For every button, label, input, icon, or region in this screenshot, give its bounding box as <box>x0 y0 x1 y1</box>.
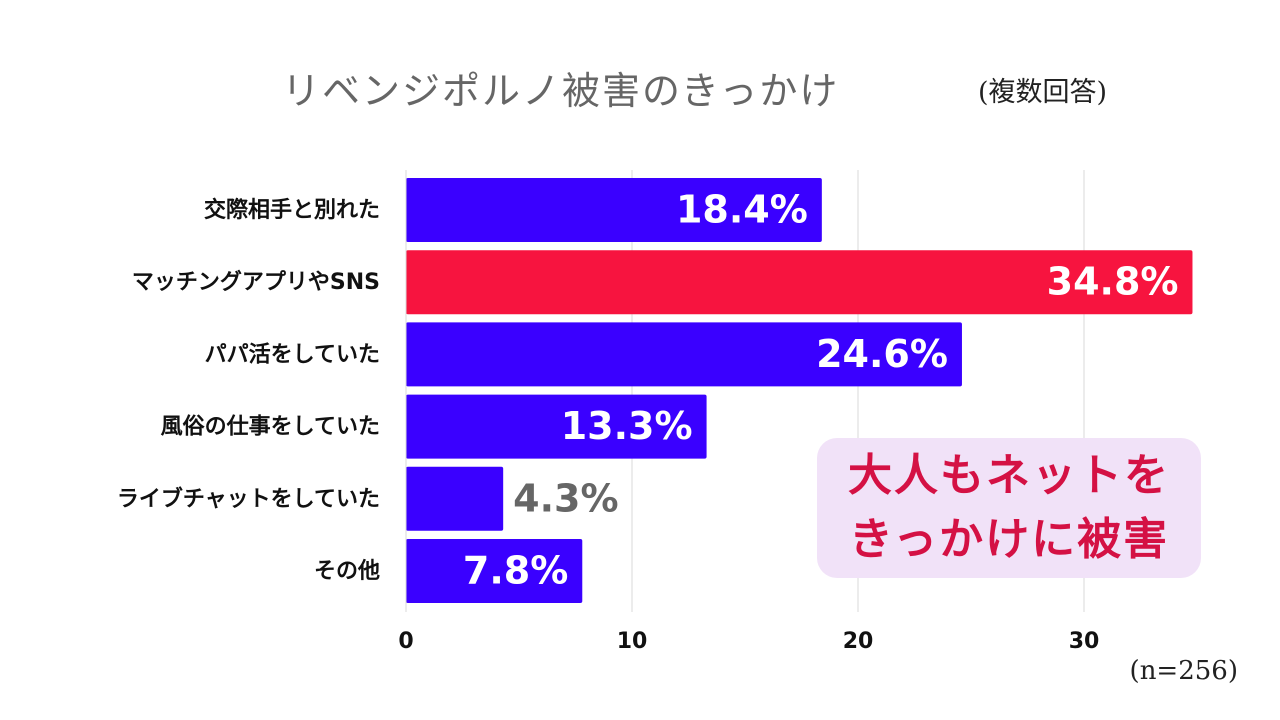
callout-line-1: 大人もネットを <box>848 450 1170 501</box>
value-label-0: 18.4% <box>676 188 808 232</box>
x-tick-label-1: 10 <box>617 629 648 654</box>
bar-3 <box>406 394 707 459</box>
value-label-5: 7.8% <box>463 549 568 593</box>
value-label-3: 13.3% <box>561 404 693 448</box>
category-label-3: 風俗の仕事をしていた <box>161 414 380 440</box>
category-label-1: マッチングアプリやSNS <box>132 269 380 295</box>
bar-5 <box>406 539 583 603</box>
value-label-4: 4.3% <box>513 476 618 520</box>
value-label-1: 34.8% <box>1047 260 1179 304</box>
callout-box: 大人もネットを きっかけに被害 <box>817 438 1201 578</box>
x-tick-label-2: 20 <box>843 629 874 654</box>
x-tick-label-0: 0 <box>398 629 413 654</box>
callout-line-2: きっかけに被害 <box>848 514 1170 565</box>
bar-2 <box>406 322 962 387</box>
sample-size: (n=256) <box>1129 656 1238 686</box>
category-label-5: その他 <box>314 559 380 584</box>
category-label-0: 交際相手と別れた <box>204 197 380 223</box>
chart-title: リベンジポルノ被害のきっかけ <box>282 69 840 113</box>
bar-4 <box>406 466 504 531</box>
value-label-2: 24.6% <box>816 332 948 376</box>
answer-note: (複数回答) <box>978 77 1108 108</box>
x-tick-label-3: 30 <box>1069 629 1100 654</box>
category-label-2: パパ活をしていた <box>205 342 380 367</box>
bar-1 <box>406 250 1193 315</box>
category-label-4: ライブチャットをしていた <box>117 486 380 512</box>
bar-0 <box>406 178 822 242</box>
